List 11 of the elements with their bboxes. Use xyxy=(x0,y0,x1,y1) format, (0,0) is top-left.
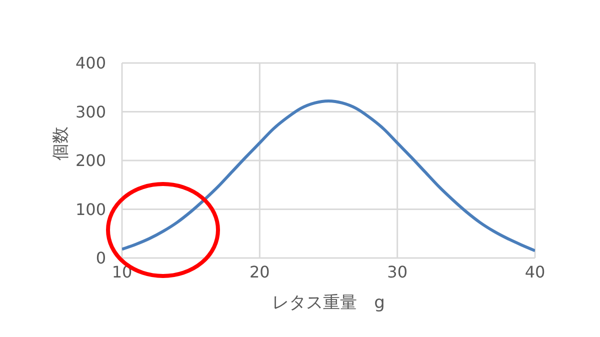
y-tick-label: 200 xyxy=(75,151,106,170)
x-tick-label: 40 xyxy=(524,262,546,282)
x-tick-label: 30 xyxy=(387,262,408,282)
y-tick-label: 0 xyxy=(96,248,106,268)
y-tick-label: 300 xyxy=(75,102,106,122)
y-tick-label: 400 xyxy=(75,54,106,73)
y-tick-label: 100 xyxy=(75,200,106,219)
y-axis-title: 個数 xyxy=(51,126,72,160)
line-series xyxy=(122,100,535,252)
x-axis-title: レタス重量 g xyxy=(272,293,385,313)
x-tick-label: 20 xyxy=(249,262,270,282)
